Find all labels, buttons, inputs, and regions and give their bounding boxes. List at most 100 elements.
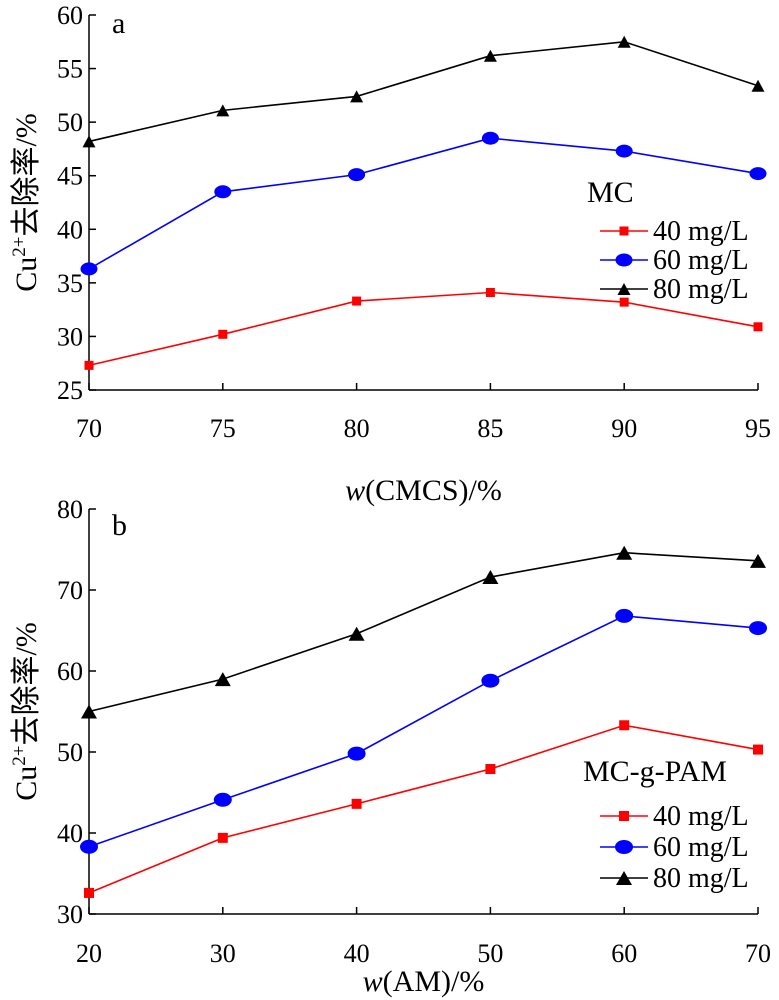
data-point [348,168,366,182]
x-axis-label: w(CMCS)/% [345,474,502,507]
y-axis-label-text: 去除率/% [10,622,43,745]
data-point [485,288,495,297]
data-point [214,185,232,199]
panel-letter: a [112,7,125,40]
legend-label: 60 mg/L [653,832,749,863]
legend-marker [616,871,632,885]
data-point [482,570,499,585]
y-tick-label: 60 [57,657,83,686]
data-point [350,90,364,103]
data-point [214,672,231,687]
x-tick-label: 80 [344,414,370,443]
legend-marker [619,811,629,821]
data-point [351,798,362,809]
series-square [84,720,763,898]
y-axis-label: Cu2+去除率/% [9,622,43,801]
legend-entry: 80 mg/L [600,274,749,305]
series-line [88,551,759,713]
data-point [753,744,763,755]
data-point [750,553,766,568]
x-axis-label: w(AM)/% [363,965,485,998]
x-tick-label: 70 [745,939,771,968]
data-point [616,545,633,560]
x-tick-label: 75 [210,414,236,443]
data-point [749,621,767,636]
data-point [619,720,630,731]
x-tick-label: 70 [76,414,102,443]
data-point [352,296,362,306]
data-point [751,79,765,92]
y-tick-label: 30 [57,900,83,929]
series-square [84,288,763,370]
legend-entry: 60 mg/L [600,832,749,863]
series-line [88,40,759,143]
legend-marker [619,226,629,236]
legend-label: 40 mg/L [653,801,749,832]
y-tick-label: 40 [57,819,83,848]
legend-entry: 80 mg/L [600,863,749,894]
y-tick-label: 35 [57,269,83,298]
y-tick-label: 50 [57,738,83,767]
legend-label: 80 mg/L [653,274,749,305]
data-point [84,360,94,370]
legend-marker [615,840,633,854]
series-circle [80,131,767,276]
chart-panel-b: 30 40 50 60 70 80 20 30 40 50 60 70 b w(AM)/% Cu2+去除率/… [9,495,771,998]
data-point [213,792,232,807]
legend: MC-g-PAM 40 mg/L60 mg/L80 mg/L [583,755,749,894]
x-tick-label: 20 [76,939,102,968]
data-point [485,764,496,775]
series-triangle [81,545,766,719]
series-line [88,137,759,270]
data-point [80,839,98,854]
x-tick-label: 85 [477,414,503,443]
y-axis-label-superscript: 2+ [9,237,30,257]
data-point [80,262,98,276]
y-axis-label-superscript: 2+ [9,746,30,766]
x-tick-label: 60 [611,939,637,968]
y-axis-label-text: 去除率/% [10,113,43,236]
x-axis-label-variable: w [363,965,383,998]
legend-label: 40 mg/L [653,216,749,247]
panel-letter: b [112,509,127,542]
x-tick-label: 95 [745,414,771,443]
data-point [481,673,500,688]
chart-panel-a: 25 30 35 40 45 50 55 60 70 75 80 85 90 95 a w(CMCS)/% Cu… [9,1,771,507]
data-point [619,297,629,307]
data-point [481,131,499,145]
y-tick-label: 70 [57,576,83,605]
legend-entry: 40 mg/L [600,801,749,832]
series-line [88,724,759,894]
y-tick-label: 40 [57,215,83,244]
legend-marker [617,283,631,295]
data-point [749,167,767,181]
data-point [84,887,94,898]
legend-label: 60 mg/L [653,245,749,276]
data-point [615,144,633,158]
series-line [88,291,759,367]
x-axis-label-text: (CMCS)/% [365,474,502,507]
legend-entry: 60 mg/L [600,245,749,276]
data-point [217,832,228,843]
x-tick-label: 90 [611,414,637,443]
x-tick-label: 50 [477,939,503,968]
data-point [82,135,96,148]
y-axis-label-base: Cu [10,766,43,801]
data-point [348,626,365,641]
x-axis-label-text: (AM)/% [383,965,485,998]
legend-title: MC-g-PAM [583,755,727,788]
y-tick-label: 55 [57,55,83,84]
legend: MC 40 mg/L60 mg/L80 mg/L [587,176,749,305]
data-point [347,746,366,761]
x-tick-label: 30 [210,939,236,968]
data-point [753,322,763,332]
y-tick-label: 50 [57,108,83,137]
y-tick-label: 60 [57,1,83,30]
legend-marker [615,253,633,267]
x-axis-label-variable: w [345,474,365,507]
legend-entry: 40 mg/L [600,216,749,247]
legend-title: MC [587,176,634,209]
y-tick-label: 25 [57,376,83,405]
y-axis-label-base: Cu [10,257,43,292]
